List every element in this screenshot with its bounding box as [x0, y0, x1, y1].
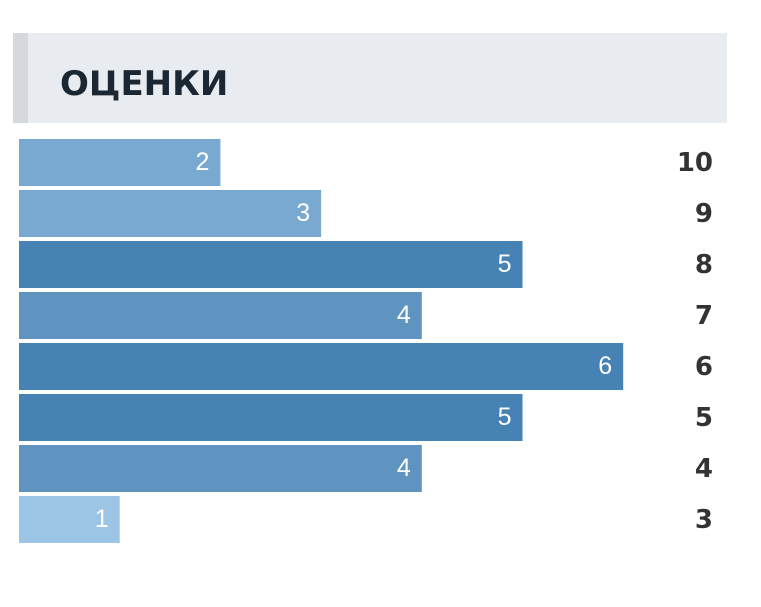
- bar: [19, 190, 322, 237]
- rating-label: 9: [695, 199, 713, 229]
- chart-title: ОЦЕНКИ: [60, 64, 228, 104]
- bar: [19, 292, 422, 339]
- bar-value-label: 4: [397, 301, 411, 329]
- rating-label: 4: [695, 454, 713, 484]
- rating-label: 3: [695, 505, 713, 535]
- rating-label: 6: [695, 352, 713, 382]
- bar: [19, 394, 523, 441]
- rating-label: 5: [695, 403, 713, 433]
- bar: [19, 496, 120, 543]
- bar-value-label: 4: [397, 454, 411, 482]
- bar: [19, 343, 624, 390]
- rating-label: 10: [677, 148, 713, 178]
- bar-value-label: 6: [598, 352, 612, 380]
- bar: [19, 445, 422, 492]
- bar-value-label: 1: [95, 505, 109, 533]
- bar-value-label: 5: [498, 403, 512, 431]
- bar-value-label: 2: [195, 148, 209, 176]
- rating-label: 8: [695, 250, 713, 280]
- header-box: [13, 33, 727, 123]
- rating-label: 7: [695, 301, 713, 331]
- bar-value-label: 3: [296, 199, 310, 227]
- bar: [19, 139, 221, 186]
- bar: [19, 241, 523, 288]
- bar-value-label: 5: [498, 250, 512, 278]
- header-accent: [13, 33, 28, 123]
